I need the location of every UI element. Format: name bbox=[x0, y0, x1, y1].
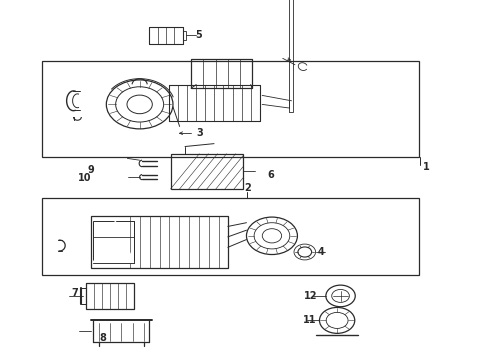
Text: 3: 3 bbox=[196, 128, 203, 138]
Bar bbox=[183, 31, 186, 40]
Text: 8: 8 bbox=[99, 333, 106, 343]
Bar bbox=[81, 288, 86, 304]
Bar bbox=[91, 216, 228, 268]
Text: 1: 1 bbox=[423, 162, 430, 172]
Text: 11: 11 bbox=[303, 315, 317, 325]
Text: 10: 10 bbox=[78, 173, 92, 183]
Text: 2: 2 bbox=[244, 183, 251, 193]
Bar bbox=[191, 59, 252, 88]
Bar bbox=[171, 154, 243, 189]
Text: 6: 6 bbox=[267, 170, 274, 180]
Bar bbox=[42, 198, 419, 275]
Bar bbox=[42, 61, 419, 157]
Text: 9: 9 bbox=[87, 165, 94, 175]
Bar bbox=[86, 283, 134, 309]
Text: 7: 7 bbox=[72, 288, 78, 298]
Bar bbox=[289, 0, 293, 112]
Bar bbox=[149, 27, 183, 44]
Text: 5: 5 bbox=[196, 30, 202, 40]
Text: 4: 4 bbox=[318, 247, 324, 257]
Bar bbox=[93, 221, 134, 263]
Polygon shape bbox=[93, 221, 134, 263]
Text: 12: 12 bbox=[304, 291, 318, 301]
